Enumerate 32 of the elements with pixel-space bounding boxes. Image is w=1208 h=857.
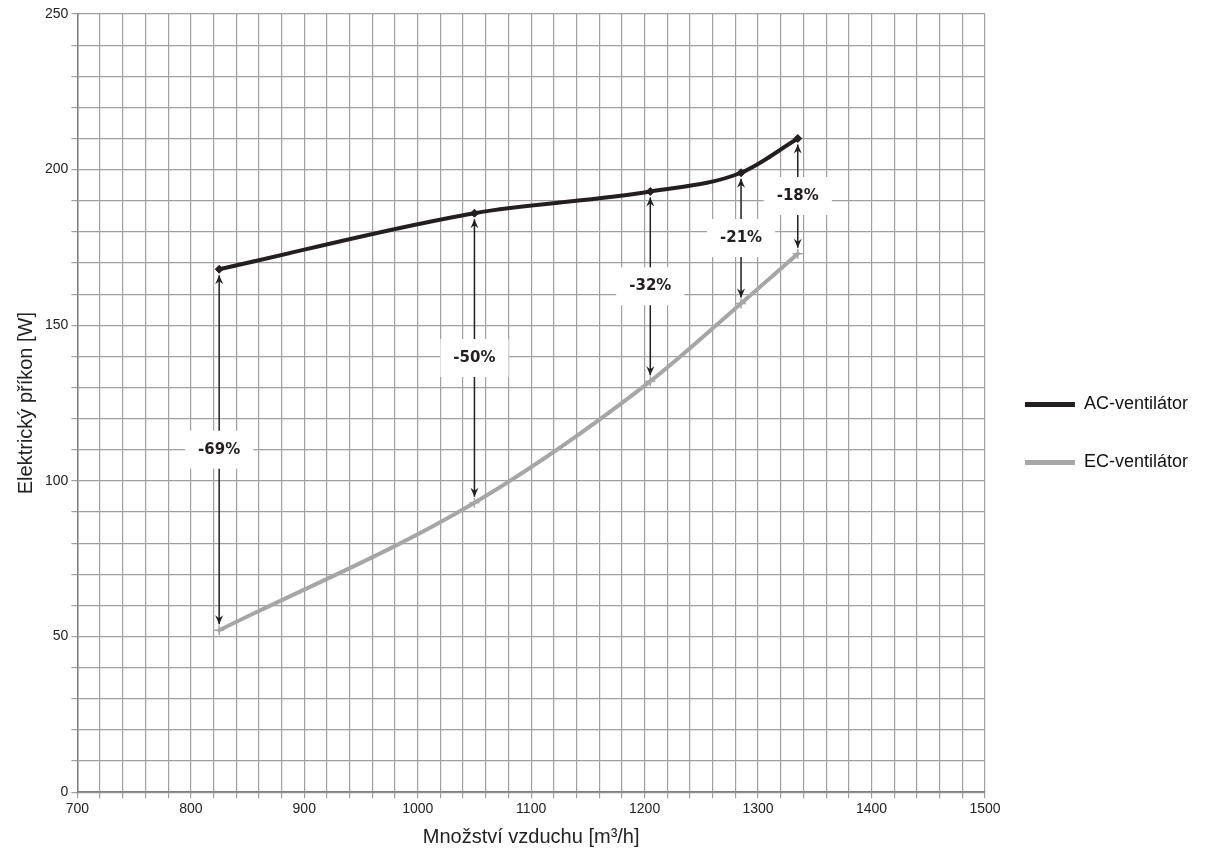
- y-tick-label: 100: [45, 471, 69, 488]
- point: [792, 247, 804, 260]
- x-tick-label: 1000: [402, 800, 434, 817]
- x-tick-label: 1500: [969, 800, 1001, 817]
- y-tick-label: 0: [60, 783, 69, 800]
- point: [213, 624, 225, 637]
- x-tick-label: 900: [292, 800, 317, 817]
- y-tick-label: 200: [45, 160, 69, 177]
- point: [468, 496, 481, 509]
- point: [214, 264, 224, 274]
- x-tick-label: 1400: [855, 800, 888, 817]
- annotation: -21%: [719, 228, 763, 247]
- x-tick-label: 1300: [742, 800, 774, 817]
- annotation: -32%: [629, 276, 672, 295]
- x-tick-label: 800: [179, 800, 203, 817]
- x-tick-label: 1200: [629, 800, 661, 817]
- legend-label: EC-ventilátor: [1083, 451, 1189, 472]
- annotation: -69%: [198, 439, 241, 458]
- y-axis-title: Elektrický příkon [W]: [13, 311, 36, 495]
- point: [736, 168, 746, 178]
- point: [644, 375, 657, 388]
- annotation: -50%: [453, 347, 496, 366]
- legend-label: AC-ventilátor: [1083, 393, 1189, 414]
- point: [735, 297, 747, 310]
- annotation: -18%: [776, 185, 819, 204]
- x-axis-title: Množství vzduchu [m³/h]: [422, 824, 640, 847]
- y-tick-label: 250: [45, 4, 69, 21]
- y-tick-label: 50: [52, 627, 69, 644]
- x-tick-label: 1100: [516, 800, 547, 817]
- point: [793, 134, 803, 144]
- x-tick-label: 700: [65, 800, 90, 817]
- y-tick-label: 150: [45, 316, 69, 333]
